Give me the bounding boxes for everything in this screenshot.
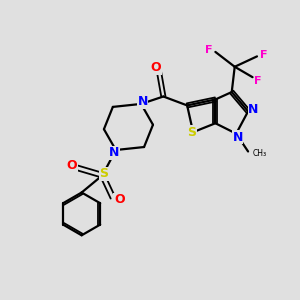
Text: CH₃: CH₃ [253,149,267,158]
Text: O: O [114,194,125,206]
Text: N: N [137,95,148,108]
Text: S: S [187,126,196,139]
Text: N: N [232,131,243,144]
Text: O: O [67,159,77,172]
Text: O: O [151,61,161,74]
Text: F: F [205,44,213,55]
Text: F: F [254,76,262,86]
Text: N: N [248,103,259,116]
Text: F: F [260,50,267,60]
Text: S: S [99,167,108,180]
Text: N: N [109,146,119,160]
